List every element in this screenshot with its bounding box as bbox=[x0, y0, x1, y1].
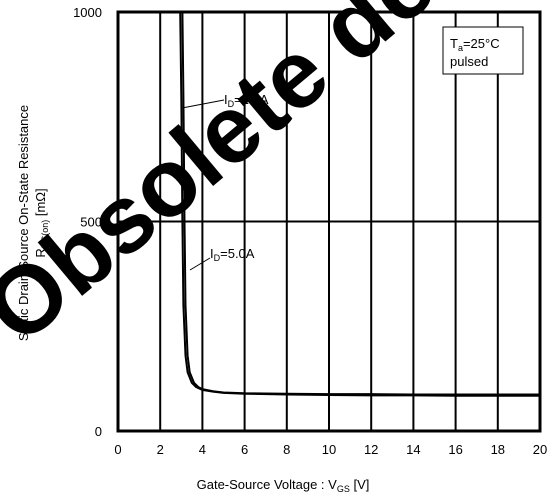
condition-pulsed: pulsed bbox=[450, 54, 488, 69]
series-label-leader-2-5a bbox=[181, 99, 225, 109]
series-line-2 bbox=[179, 11, 540, 397]
y-tick-label: 500 bbox=[80, 215, 102, 230]
x-tick-label: 2 bbox=[157, 442, 164, 457]
x-tick-label: 4 bbox=[199, 442, 206, 457]
x-tick-label: 18 bbox=[491, 442, 505, 457]
y-axis-label-line1: Static Drain-Source On-State Resistance bbox=[16, 105, 31, 341]
series-label-2-5a: ID=2.5A bbox=[224, 92, 269, 109]
x-tick-label: 14 bbox=[406, 442, 420, 457]
x-tick-label: 10 bbox=[322, 442, 336, 457]
condition-legend: Ta=25°C pulsed bbox=[442, 26, 524, 75]
grid bbox=[118, 12, 540, 431]
y-axis-label-line2: RDS(on) [mΩ] bbox=[33, 188, 50, 257]
y-tick-label: 0 bbox=[95, 424, 102, 439]
x-tick-label: 16 bbox=[448, 442, 462, 457]
condition-temperature: Ta=25°C bbox=[450, 36, 500, 53]
x-tick-label: 0 bbox=[114, 442, 121, 457]
plot-frame bbox=[116, 10, 542, 433]
y-tick-label: 1000 bbox=[73, 5, 102, 20]
series-layer bbox=[179, 11, 540, 397]
x-tick-label: 12 bbox=[364, 442, 378, 457]
series-label-5-0a: ID=5.0A bbox=[210, 246, 255, 263]
y-axis-label: Static Drain-Source On-State Resistance … bbox=[16, 105, 50, 341]
x-axis-label: Gate-Source Voltage : VGS [V] bbox=[197, 477, 370, 494]
condition-box bbox=[442, 26, 524, 75]
x-tick-label: 20 bbox=[533, 442, 547, 457]
tick-labels: 0 2 4 6 8 10 12 14 16 18 20 0 500 1000 bbox=[73, 5, 547, 457]
x-tick-label: 8 bbox=[283, 442, 290, 457]
x-tick-label: 6 bbox=[241, 442, 248, 457]
series-label-leader-5-0a bbox=[189, 257, 211, 271]
